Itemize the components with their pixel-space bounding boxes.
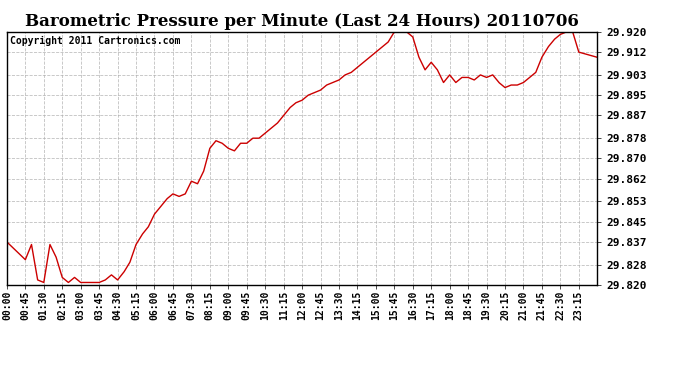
Text: Copyright 2011 Cartronics.com: Copyright 2011 Cartronics.com [10, 36, 180, 46]
Title: Barometric Pressure per Minute (Last 24 Hours) 20110706: Barometric Pressure per Minute (Last 24 … [25, 13, 579, 30]
